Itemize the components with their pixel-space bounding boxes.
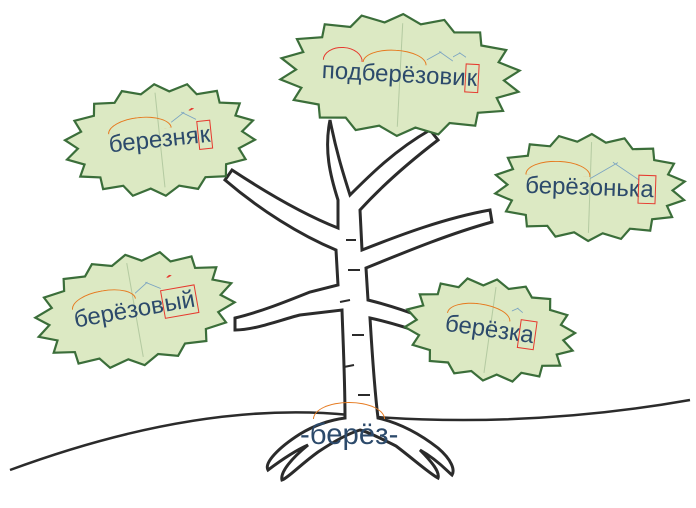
seg-podberezovik-4: к bbox=[465, 66, 479, 91]
seg-text: берёз bbox=[361, 59, 427, 89]
seg-text: к bbox=[197, 121, 212, 149]
root-text: -берёз- bbox=[300, 418, 398, 451]
seg-text: берёз bbox=[525, 171, 590, 200]
leaf-berezonka: берёзонька bbox=[488, 127, 692, 249]
seg-text: а bbox=[639, 175, 655, 203]
seg-podberezovik-2: ов bbox=[426, 64, 453, 89]
seg-text: оньк bbox=[589, 174, 640, 203]
seg-text: под bbox=[321, 57, 362, 86]
seg-berezonka-2: а bbox=[639, 177, 655, 202]
leaf-podberezovik: подберёзовик bbox=[272, 4, 528, 147]
seg-text: ый bbox=[161, 286, 198, 318]
seg-bereznyak-1: ня´ bbox=[171, 124, 200, 151]
seg-berezonka-0: берёз bbox=[525, 173, 590, 199]
seg-berezonka-1: оньк bbox=[589, 175, 639, 201]
seg-text: и bbox=[452, 64, 467, 92]
root-word: -берёз- bbox=[300, 418, 398, 452]
word-family-tree: { "canvas": { "width": 696, "height": 50… bbox=[0, 0, 696, 508]
seg-berezovyy-2: ый´ bbox=[161, 287, 197, 316]
word-berezonka: берёзонька bbox=[525, 173, 655, 202]
leaf-bereznyak: березня´к bbox=[54, 70, 265, 210]
seg-bereznyak-2: к bbox=[197, 123, 212, 148]
seg-text: ня bbox=[171, 122, 200, 152]
seg-podberezovik-0: под bbox=[321, 59, 362, 85]
seg-podberezovik-1: берёз bbox=[361, 61, 427, 88]
seg-podberezovik-3: и bbox=[452, 66, 467, 91]
seg-berezovyy-1: ов bbox=[136, 293, 166, 321]
seg-text: ов bbox=[425, 62, 452, 90]
seg-text: к bbox=[465, 64, 479, 92]
